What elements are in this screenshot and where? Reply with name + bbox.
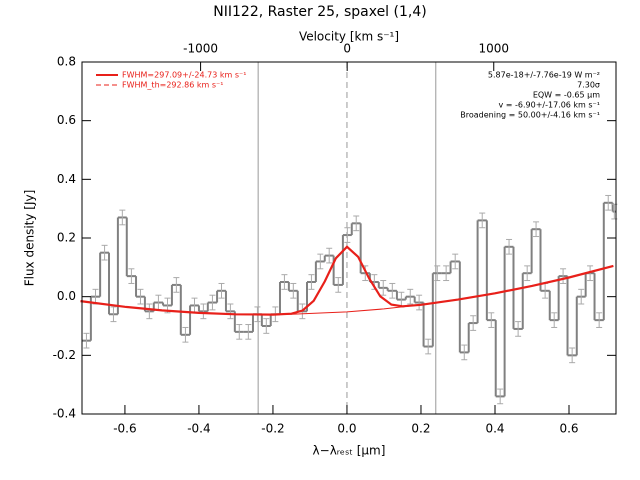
x-tick-label: 0.2 (411, 422, 430, 436)
y-tick-label: 0.8 (57, 55, 76, 69)
y-tick-label: 0.6 (57, 113, 76, 127)
y-axis-label: Flux density [Jy] (23, 190, 37, 287)
x-tick-label: 0.4 (485, 422, 504, 436)
x-axis-label: λ−λᵣₑₛₜ [μm] (313, 444, 386, 458)
x-tick-label: 0.0 (337, 422, 356, 436)
chart-title: NII122, Raster 25, spaxel (1,4) (213, 4, 426, 20)
y-tick-label: -0.2 (53, 348, 76, 362)
x2-axis-label: Velocity [km s⁻¹] (299, 30, 399, 44)
x-tick-label: -0.6 (113, 422, 136, 436)
annotation: Broadening = 50.00+/-4.16 km s⁻¹ (460, 111, 600, 120)
x2-tick-label: -1000 (183, 42, 218, 56)
annotation: 7.30σ (577, 81, 600, 90)
x-tick-label: 0.6 (559, 422, 578, 436)
fit-curve (235, 304, 422, 315)
fit-curve (80, 245, 614, 316)
x2-tick-label: 1000 (478, 42, 509, 56)
annotation: 5.87e-18+/-7.76e-19 W m⁻² (488, 71, 600, 80)
y-tick-label: -0.4 (53, 407, 76, 421)
x2-tick-label: 0 (343, 42, 351, 56)
legend-label: FWHM=297.09+/-24.73 km s⁻¹ (122, 71, 246, 80)
annotation: v = -6.90+/-17.06 km s⁻¹ (498, 101, 600, 110)
y-tick-label: 0.2 (57, 231, 76, 245)
y-tick-label: 0.0 (57, 289, 76, 303)
legend-label: FWHM_th=292.86 km s⁻¹ (122, 81, 223, 90)
y-tick-label: 0.4 (57, 172, 76, 186)
x-tick-label: -0.4 (187, 422, 210, 436)
x-tick-label: -0.2 (261, 422, 284, 436)
annotation: EQW = -0.65 μm (533, 91, 600, 100)
